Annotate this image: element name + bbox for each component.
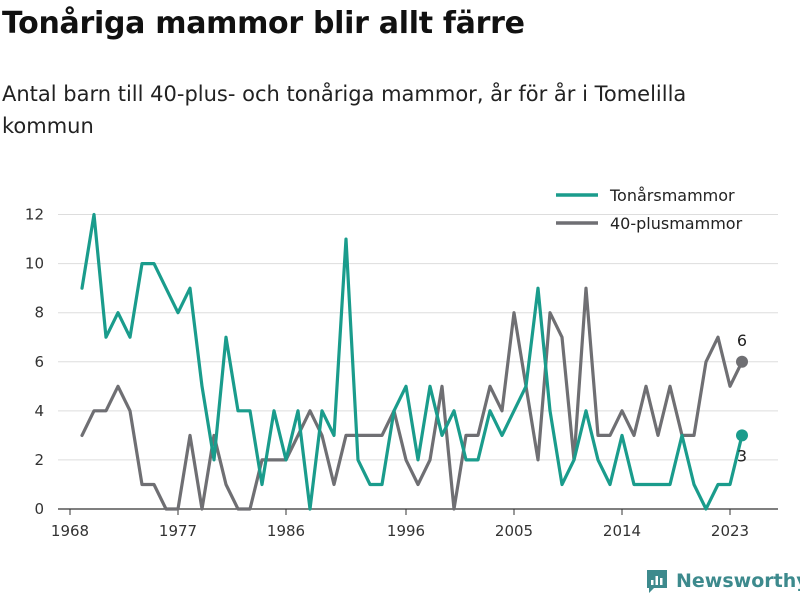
y-tick-label: 12 xyxy=(25,206,44,224)
series-end-point xyxy=(736,429,748,442)
x-tick-label: 2005 xyxy=(495,522,533,540)
y-tick-label: 8 xyxy=(34,304,44,322)
x-tick-label: 2014 xyxy=(603,522,641,540)
chart-subtitle: Antal barn till 40-plus- och tonåriga ma… xyxy=(2,82,687,138)
y-tick-label: 4 xyxy=(34,402,44,420)
series-line-tonårsmammor xyxy=(80,212,744,511)
y-tick-label: 10 xyxy=(25,255,44,273)
y-tick-label: 6 xyxy=(34,353,44,371)
brand-name: Newsworthy xyxy=(676,570,800,592)
y-tick-label: 0 xyxy=(34,500,44,518)
brand-logo: Newsworthy xyxy=(645,568,800,594)
x-tick-label: 1968 xyxy=(51,522,89,540)
x-tick-label: 1986 xyxy=(267,522,305,540)
y-tick-label: 2 xyxy=(34,451,44,469)
end-value-label: 3 xyxy=(737,446,747,465)
x-tick-label: 2023 xyxy=(711,522,749,540)
legend-label: Tonårsmammor xyxy=(609,186,735,205)
end-value-label: 6 xyxy=(737,331,747,350)
series-line-40-plusmammor xyxy=(80,286,744,511)
legend-label: 40-plusmammor xyxy=(610,214,743,233)
x-tick-label: 1977 xyxy=(159,522,197,540)
newsworthy-logo-icon xyxy=(647,570,667,593)
x-tick-label: 1996 xyxy=(387,522,425,540)
series-end-point xyxy=(736,355,748,368)
chart-title: Tonåriga mammor blir allt färre xyxy=(2,6,525,41)
